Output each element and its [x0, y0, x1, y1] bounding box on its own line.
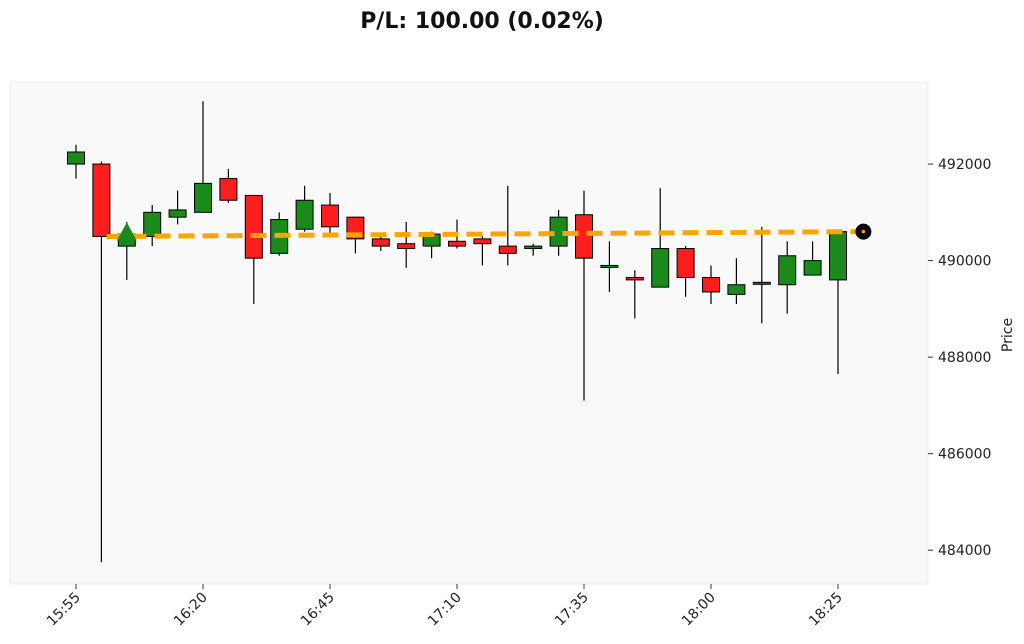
candle [397, 221, 416, 268]
plot-area [9, 81, 929, 585]
candle [600, 241, 619, 292]
candle-body [829, 231, 847, 281]
candle-body [143, 211, 162, 237]
candle-body [244, 194, 263, 259]
candle [92, 161, 111, 563]
candle-body [92, 163, 111, 237]
candle [244, 194, 263, 305]
candle [371, 236, 390, 251]
candle [625, 270, 644, 319]
candle-body [651, 248, 670, 288]
y-tick-label: 492000 [938, 157, 991, 173]
candle [295, 185, 314, 232]
exit-marker-center [861, 229, 866, 234]
candle [702, 265, 720, 305]
x-tick-label: 16:45 [298, 590, 338, 630]
candle [651, 188, 670, 288]
y-tick-label: 490000 [938, 254, 991, 270]
candle-body [194, 182, 212, 213]
candle-body [67, 151, 85, 165]
y-axis: 484000 486000 488000 490000 492000 [928, 157, 991, 559]
candle-body [473, 238, 492, 245]
y-tick-label: 488000 [938, 350, 991, 366]
y-axis-label: Price [1000, 318, 1016, 352]
candle [498, 185, 517, 266]
candle [676, 246, 695, 297]
candle [752, 226, 771, 324]
candle-body [295, 199, 314, 230]
candle-body [524, 245, 543, 250]
x-tick-label: 18:00 [679, 590, 719, 630]
x-tick-label: 17:35 [552, 590, 592, 630]
x-axis: 15:55 16:20 16:45 17:10 17:35 18:00 18:25 [44, 584, 846, 629]
trade-overlay [106, 222, 872, 241]
candle [67, 144, 85, 179]
candle-body [575, 214, 593, 259]
candle [803, 241, 822, 276]
y-tick-label: 484000 [938, 543, 991, 559]
candle-body [448, 240, 466, 247]
candle-body [803, 260, 822, 276]
candle-body [397, 243, 416, 250]
candle-body [219, 178, 238, 201]
candle [473, 236, 492, 266]
candle [524, 243, 543, 256]
candle [321, 193, 339, 235]
candle-body [321, 204, 339, 228]
chart-title: P/L: 100.00 (0.02%) [360, 9, 604, 34]
candle [829, 231, 847, 375]
candle [143, 205, 162, 247]
candle-body [727, 284, 746, 295]
candle-body [498, 245, 517, 254]
candle [194, 101, 212, 213]
y-tick-label: 486000 [938, 447, 991, 463]
candle [575, 190, 593, 401]
candle-body [600, 264, 619, 268]
x-tick-label: 17:10 [425, 590, 465, 630]
candle-body [625, 276, 644, 281]
candle-body [371, 238, 390, 247]
x-tick-label: 15:55 [44, 590, 84, 630]
candle-body [778, 255, 797, 286]
trade-line [106, 229, 864, 239]
candle-body [752, 281, 771, 285]
x-tick-label: 16:20 [171, 590, 211, 630]
x-tick-label: 18:25 [806, 590, 846, 630]
candle [168, 190, 187, 225]
candle [778, 241, 797, 314]
entry-marker [116, 222, 137, 241]
candle [219, 168, 238, 203]
candle-body [676, 248, 695, 278]
candle-body [702, 276, 720, 293]
candle [727, 258, 746, 305]
candle-body [168, 209, 187, 218]
